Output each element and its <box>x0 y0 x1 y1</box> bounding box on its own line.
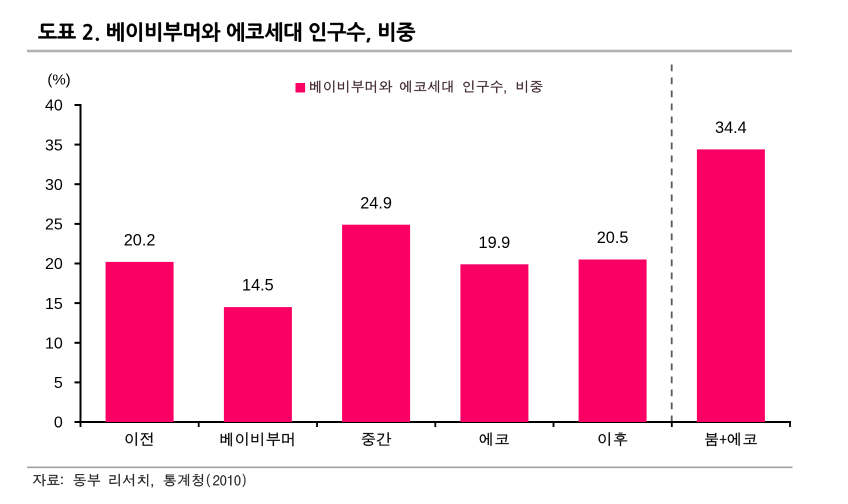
svg-text:25: 25 <box>45 217 63 234</box>
svg-text:14.5: 14.5 <box>242 277 274 295</box>
svg-text:20.2: 20.2 <box>124 232 156 250</box>
svg-text:34.4: 34.4 <box>715 119 747 137</box>
svg-text:24.9: 24.9 <box>360 194 392 212</box>
svg-text:19.9: 19.9 <box>479 234 511 252</box>
svg-text:40: 40 <box>45 98 63 115</box>
svg-text:5: 5 <box>54 375 63 392</box>
svg-text:20.5: 20.5 <box>597 229 629 247</box>
svg-text:35: 35 <box>45 137 63 154</box>
svg-text:15: 15 <box>45 296 63 313</box>
svg-text:0: 0 <box>54 415 63 432</box>
svg-text:10: 10 <box>45 335 63 352</box>
svg-text:30: 30 <box>45 177 63 194</box>
svg-text:(%): (%) <box>47 72 70 89</box>
svg-text:20: 20 <box>45 256 63 273</box>
